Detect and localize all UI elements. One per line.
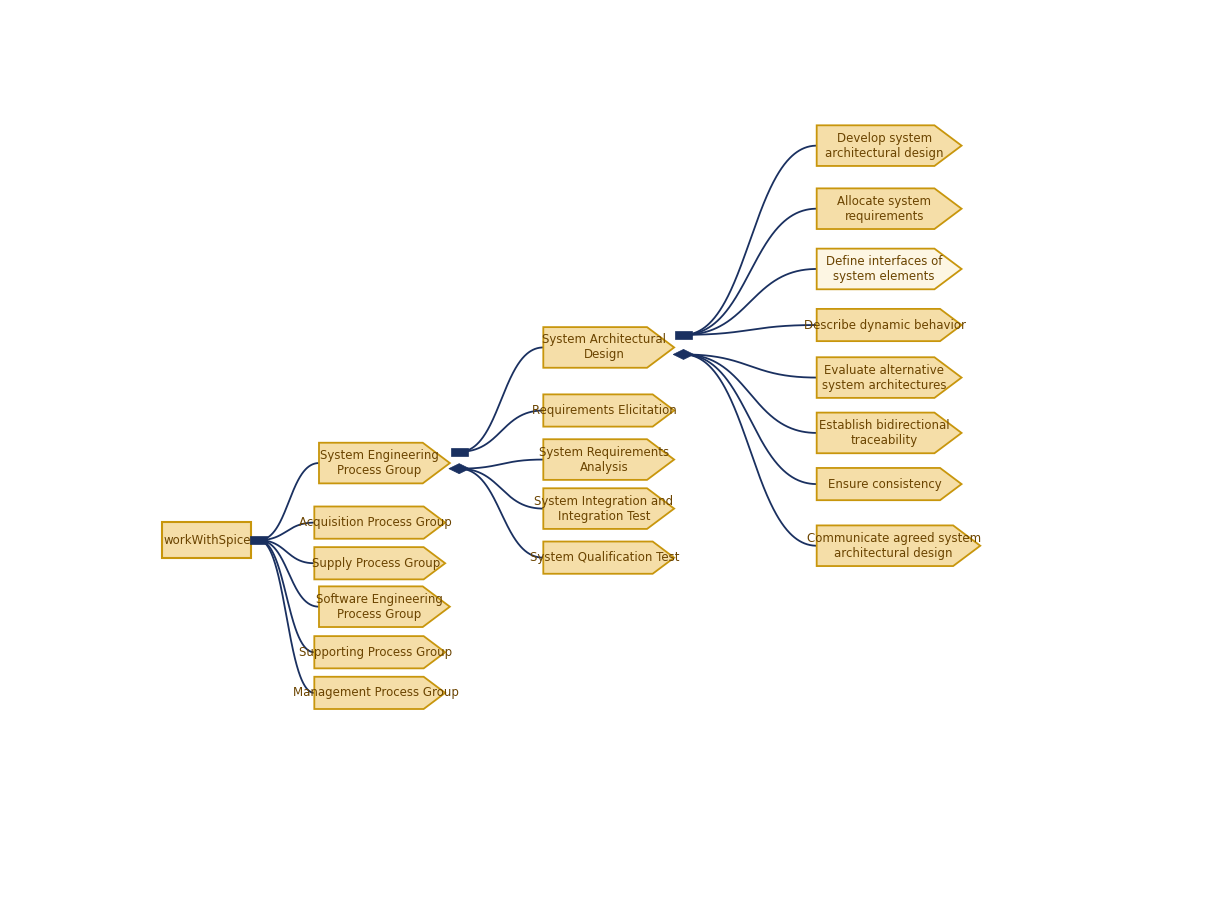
Polygon shape	[543, 394, 674, 427]
Text: Allocate system
requirements: Allocate system requirements	[837, 195, 931, 223]
Text: System Qualification Test: System Qualification Test	[531, 551, 680, 564]
Text: Management Process Group: Management Process Group	[293, 686, 458, 700]
Polygon shape	[543, 327, 674, 368]
Polygon shape	[543, 541, 674, 574]
Polygon shape	[318, 443, 450, 483]
Polygon shape	[816, 188, 961, 229]
Polygon shape	[816, 468, 961, 501]
Text: Define interfaces of
system elements: Define interfaces of system elements	[826, 255, 942, 283]
Text: Communicate agreed system
architectural design: Communicate agreed system architectural …	[807, 531, 980, 560]
Text: Software Engineering
Process Group: Software Engineering Process Group	[316, 592, 443, 621]
Polygon shape	[543, 440, 674, 480]
Text: workWithSpice: workWithSpice	[163, 533, 251, 547]
Polygon shape	[816, 126, 961, 166]
Text: Develop system
architectural design: Develop system architectural design	[825, 132, 943, 159]
Text: Establish bidirectional
traceability: Establish bidirectional traceability	[819, 419, 949, 447]
Polygon shape	[318, 586, 450, 627]
FancyBboxPatch shape	[675, 330, 692, 339]
Text: Ensure consistency: Ensure consistency	[829, 478, 942, 490]
Polygon shape	[315, 636, 445, 668]
Polygon shape	[816, 358, 961, 398]
Text: System Architectural
Design: System Architectural Design	[541, 333, 666, 361]
Text: Describe dynamic behavior: Describe dynamic behavior	[804, 318, 966, 331]
Polygon shape	[816, 412, 961, 453]
FancyBboxPatch shape	[251, 536, 267, 544]
Polygon shape	[816, 248, 961, 289]
Text: Acquisition Process Group: Acquisition Process Group	[299, 516, 452, 529]
Polygon shape	[816, 308, 961, 341]
Polygon shape	[315, 547, 445, 580]
Polygon shape	[315, 677, 445, 709]
Polygon shape	[673, 349, 693, 359]
Text: Requirements Elicitation: Requirements Elicitation	[533, 404, 678, 417]
Polygon shape	[543, 489, 674, 529]
Text: System Requirements
Analysis: System Requirements Analysis	[539, 446, 669, 473]
Polygon shape	[816, 525, 980, 566]
Polygon shape	[315, 507, 445, 539]
Polygon shape	[449, 464, 469, 474]
Text: Supporting Process Group: Supporting Process Group	[299, 646, 452, 659]
Text: System Integration and
Integration Test: System Integration and Integration Test	[534, 495, 673, 522]
Text: Supply Process Group: Supply Process Group	[311, 557, 440, 570]
FancyBboxPatch shape	[163, 522, 251, 559]
Text: System Engineering
Process Group: System Engineering Process Group	[320, 449, 439, 477]
FancyBboxPatch shape	[451, 448, 468, 456]
Text: Evaluate alternative
system architectures: Evaluate alternative system architecture…	[822, 364, 947, 391]
